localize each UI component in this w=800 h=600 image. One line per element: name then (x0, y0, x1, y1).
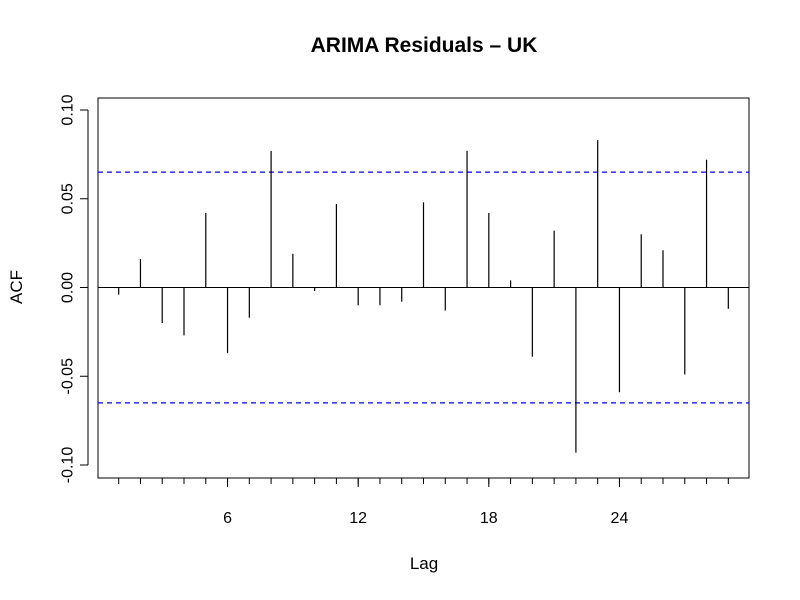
y-tick-label: 0.10 (60, 94, 77, 125)
x-tick-label: 18 (480, 510, 498, 527)
x-axis-label: Lag (410, 554, 438, 573)
y-tick-label: -0.05 (60, 358, 77, 395)
x-tick-label: 24 (611, 510, 629, 527)
y-tick-label: 0.05 (60, 183, 77, 214)
y-tick-label: 0.00 (60, 272, 77, 303)
y-tick-label: -0.10 (60, 447, 77, 484)
chart-title: ARIMA Residuals – UK (311, 34, 538, 57)
y-axis-label: ACF (7, 270, 26, 304)
x-tick-label: 6 (223, 510, 232, 527)
x-tick-label: 12 (349, 510, 367, 527)
plot-area: 6 12 18 24 -0.10 -0.05 0.00 0.05 0.10 (60, 94, 750, 527)
